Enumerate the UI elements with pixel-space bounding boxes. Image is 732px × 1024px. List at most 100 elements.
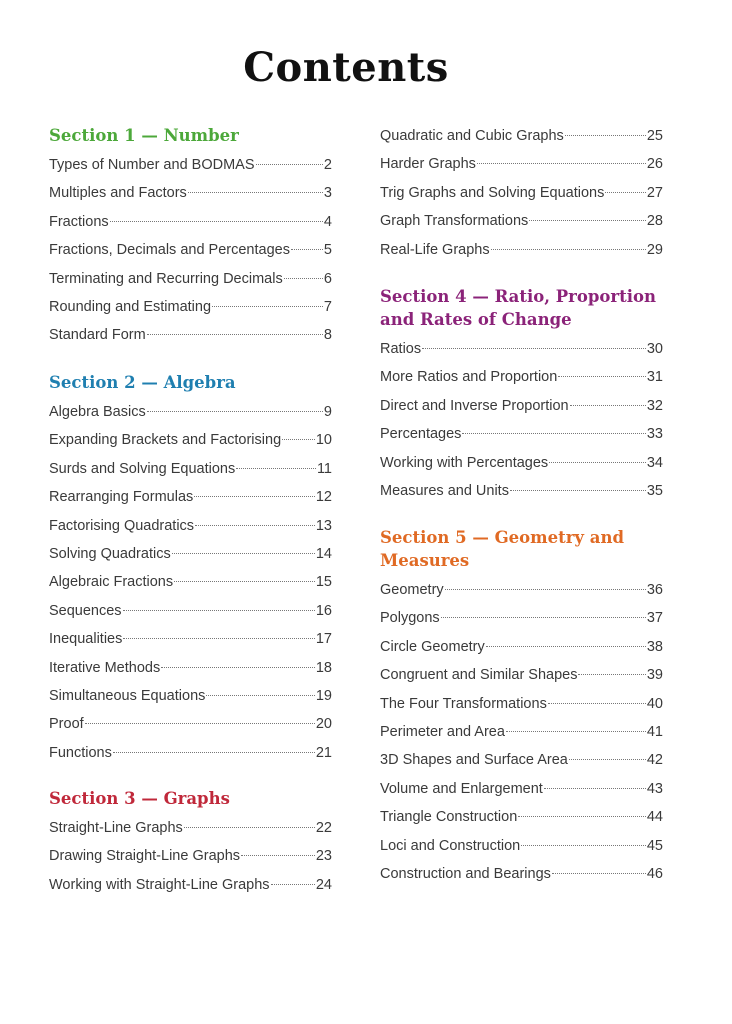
toc-entry[interactable]: Rearranging Formulas 12 (49, 483, 332, 511)
toc-entry[interactable]: Simultaneous Equations 19 (49, 682, 332, 710)
toc-entry[interactable]: Measures and Units 35 (380, 477, 663, 505)
dot-leader (194, 496, 315, 498)
toc-entry-page: 9 (323, 404, 332, 420)
toc-entry[interactable]: Perimeter and Area 41 (380, 718, 663, 746)
toc-entry-page: 45 (646, 837, 663, 854)
toc-entry-title: 3D Shapes and Surface Area (380, 752, 568, 769)
toc-entry[interactable]: Sequences 16 (49, 597, 332, 625)
toc-entry[interactable]: Fractions, Decimals and Percentages 5 (49, 236, 332, 264)
toc-entry-title: Inequalities (49, 631, 123, 648)
toc-entry-title: Perimeter and Area (380, 723, 505, 740)
toc-entry[interactable]: Rounding and Estimating 7 (49, 293, 332, 321)
toc-entry-page: 41 (646, 723, 663, 740)
dot-leader (444, 589, 646, 590)
toc-entry-title: Direct and Inverse Proportion (380, 397, 569, 414)
toc-entry[interactable]: Solving Quadratics 14 (49, 540, 332, 568)
dot-leader (84, 723, 315, 725)
toc-entry-page: 34 (646, 454, 663, 471)
toc-entry[interactable]: Construction and Bearings 46 (380, 860, 663, 888)
dot-leader (564, 135, 646, 136)
toc-entry[interactable]: 3D Shapes and Surface Area 42 (380, 746, 663, 774)
toc-entry-title: Drawing Straight-Line Graphs (49, 848, 241, 865)
toc-entry-page: 26 (646, 156, 663, 173)
dot-leader (236, 467, 316, 469)
toc-entry-page: 4 (323, 213, 332, 230)
toc-entry[interactable]: Factorising Quadratics 13 (49, 512, 332, 540)
dot-leader (212, 305, 323, 307)
toc-entry[interactable]: Proof 20 (49, 710, 332, 738)
toc-entry-page: 19 (315, 687, 332, 704)
toc-entry[interactable]: Graph Transformations 28 (380, 207, 663, 235)
toc-entry[interactable]: Trig Graphs and Solving Equations 27 (380, 179, 663, 207)
toc-entry[interactable]: Direct and Inverse Proportion 32 (380, 392, 663, 420)
toc-entry-title: Volume and Enlargement (380, 780, 543, 797)
toc-entry-title: Congruent and Similar Shapes (380, 667, 578, 684)
dot-leader (109, 220, 323, 222)
toc-entry-title: Algebraic Fractions (49, 574, 174, 591)
toc-entry[interactable]: Polygons 37 (380, 604, 663, 632)
toc-entry[interactable]: Working with Percentages 34 (380, 449, 663, 477)
dot-leader (146, 411, 323, 412)
toc-entry[interactable]: Working with Straight-Line Graphs 24 (49, 871, 332, 899)
toc-entry[interactable]: Triangle Construction 44 (380, 803, 663, 831)
toc-entry[interactable]: More Ratios and Proportion 31 (380, 363, 663, 391)
dot-leader (521, 844, 646, 846)
section-heading: Section 4 — Ratio, Proportion and Rates … (380, 287, 656, 329)
dot-leader (543, 787, 646, 789)
toc-entry-title: Surds and Solving Equations (49, 460, 236, 477)
toc-section-5: Section 5 — Geometry and Measures Geometr… (380, 526, 663, 888)
toc-entry-page: 17 (315, 631, 332, 648)
toc-section-3: Quadratic and Cubic Graphs 25 Harder Graph… (380, 122, 663, 264)
toc-entry-page: 14 (315, 545, 332, 562)
toc-entry-page: 7 (323, 298, 332, 315)
toc-entry-title: Sequences (49, 602, 122, 619)
toc-entry[interactable]: Ratios 30 (380, 335, 663, 363)
toc-entry[interactable]: Iterative Methods 18 (49, 654, 332, 682)
toc-entry-page: 44 (646, 809, 663, 826)
toc-section-4: Section 4 — Ratio, Proportion and Rates … (380, 285, 663, 505)
dot-leader (568, 759, 646, 761)
toc-entry-title: Quadratic and Cubic Graphs (380, 128, 564, 144)
toc-entry-page: 2 (323, 157, 332, 173)
toc-entry-page: 39 (646, 667, 663, 684)
toc-entry[interactable]: Real-Life Graphs 29 (380, 236, 663, 264)
toc-entry[interactable]: Multiples and Factors 3 (49, 179, 332, 207)
dot-leader (187, 192, 323, 194)
toc-entry-title: Simultaneous Equations (49, 687, 206, 704)
toc-entry-title: Multiples and Factors (49, 185, 187, 202)
toc-entry[interactable]: Terminating and Recurring Decimals 6 (49, 265, 332, 293)
toc-entry[interactable]: Congruent and Similar Shapes 39 (380, 661, 663, 689)
toc-entry[interactable]: Drawing Straight-Line Graphs 23 (49, 842, 332, 870)
toc-entry[interactable]: Percentages 33 (380, 420, 663, 448)
toc-entry[interactable]: Standard Form 8 (49, 321, 332, 349)
toc-entry[interactable]: Geometry 36 (380, 576, 663, 604)
toc-entry[interactable]: The Four Transformations 40 (380, 690, 663, 718)
toc-entry[interactable]: Circle Geometry 38 (380, 633, 663, 661)
toc-entry[interactable]: Types of Number and BODMAS 2 (49, 151, 332, 179)
toc-entry[interactable]: Inequalities 17 (49, 625, 332, 653)
toc-entry[interactable]: Straight-Line Graphs 22 (49, 814, 332, 842)
toc-entry[interactable]: Fractions 4 (49, 208, 332, 236)
toc-entry[interactable]: Expanding Brackets and Factorising 10 (49, 426, 332, 454)
dot-leader (283, 277, 323, 279)
dot-leader (195, 524, 315, 526)
toc-entry-page: 15 (315, 574, 332, 591)
toc-entry-title: Trig Graphs and Solving Equations (380, 184, 605, 201)
toc-entry[interactable]: Algebra Basics 9 (49, 398, 332, 426)
toc-entry[interactable]: Functions 21 (49, 739, 332, 767)
toc-entry-title: Harder Graphs (380, 156, 476, 173)
dot-leader (529, 220, 646, 222)
toc-entry[interactable]: Surds and Solving Equations 11 (49, 455, 332, 483)
toc-entry-title: Percentages (380, 426, 462, 443)
toc-entry-page: 32 (646, 397, 663, 414)
toc-entry-page: 6 (323, 270, 332, 287)
toc-entry-page: 43 (646, 780, 663, 797)
toc-entry[interactable]: Harder Graphs 26 (380, 150, 663, 178)
dot-leader (206, 694, 315, 696)
toc-entry[interactable]: Loci and Construction 45 (380, 832, 663, 860)
toc-entry[interactable]: Volume and Enlargement 43 (380, 775, 663, 803)
toc-entry[interactable]: Quadratic and Cubic Graphs 25 (380, 122, 663, 150)
toc-entry[interactable]: Algebraic Fractions 15 (49, 568, 332, 596)
toc-entry-page: 37 (646, 610, 663, 627)
dot-leader (282, 439, 315, 441)
